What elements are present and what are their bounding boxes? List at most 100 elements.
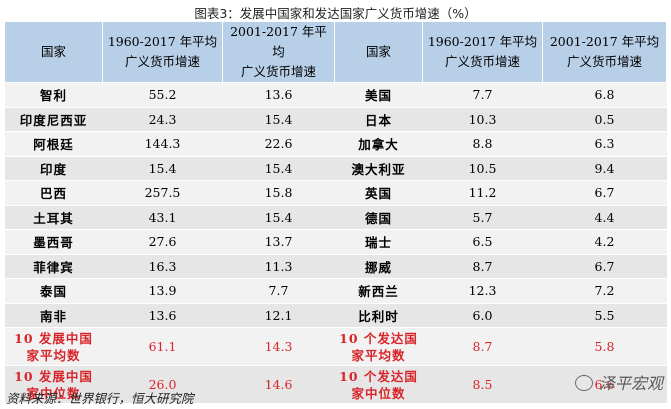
value-cell: 15.4 bbox=[222, 156, 335, 181]
table-row: 墨西哥 27.6 13.7 瑞士 6.5 4.2 bbox=[4, 229, 667, 255]
value-cell: 6.0 bbox=[422, 303, 543, 328]
developed-country: 日本 bbox=[334, 107, 423, 132]
table-row: 巴西 257.5 15.8 英国 11.2 6.7 bbox=[4, 180, 667, 206]
developed-country: 瑞士 bbox=[334, 229, 423, 255]
header-line: 1960-2017 年平均 bbox=[107, 34, 218, 49]
value-cell: 55.2 bbox=[102, 82, 223, 108]
value-cell: 14.6 bbox=[222, 365, 335, 404]
value-cell: 4.4 bbox=[542, 205, 667, 230]
developed-country: 加拿大 bbox=[334, 131, 423, 157]
value-cell: 6.7 bbox=[542, 180, 667, 206]
developed-country: 新西兰 bbox=[334, 278, 423, 304]
developed-country: 德国 bbox=[334, 205, 423, 230]
header-2001-2017-developing: 2001-2017 年平均广义货币增速 bbox=[222, 21, 335, 83]
label-line: 10 个发达国 bbox=[339, 330, 418, 346]
header-line: 广义货币增速 bbox=[240, 64, 316, 79]
table-row: 印度尼西亚 24.3 15.4 日本 10.3 0.5 bbox=[4, 107, 667, 132]
value-cell: 12.3 bbox=[422, 278, 543, 304]
table-caption: 图表3：发展中国家和发达国家广义货币增速（%） bbox=[194, 6, 477, 21]
developed-country: 比利时 bbox=[334, 303, 423, 328]
data-table-container: 国家 1960-2017 年平均 广义货币增速 2001-2017 年平均 广义货币… bbox=[4, 21, 667, 404]
table-row: 阿根廷 144.3 22.6 加拿大 8.8 6.3 bbox=[4, 131, 667, 157]
money-growth-table: 国家 1960-2017 年平均 广义货币增速 2001-2017 年平均 广义货币… bbox=[4, 21, 667, 404]
value-cell: 6.8 bbox=[542, 82, 667, 108]
developing-average-label: 10 发展中国 家平均数 bbox=[4, 327, 103, 366]
header-2001-2017-developed: 2001-2017 年平均 广义货币增速 bbox=[542, 21, 667, 83]
value-cell: 8.8 bbox=[422, 131, 543, 157]
label-line: 家平均数 bbox=[26, 347, 81, 363]
value-cell: 9.4 bbox=[542, 156, 667, 181]
value-cell: 4.2 bbox=[542, 229, 667, 255]
developing-country: 泰国 bbox=[4, 278, 103, 304]
label-line: 家中位数 bbox=[26, 385, 81, 401]
developed-country: 英国 bbox=[334, 180, 423, 206]
value-cell: 7.2 bbox=[542, 278, 667, 304]
value-cell: 8.7 bbox=[422, 254, 543, 279]
table-row: 泰国 13.9 7.7 新西兰 12.3 7.2 bbox=[4, 278, 667, 304]
value-cell: 15.4 bbox=[102, 156, 223, 181]
developing-country: 阿根廷 bbox=[4, 131, 103, 157]
developing-country: 印度 bbox=[4, 156, 103, 181]
developed-country: 挪威 bbox=[334, 254, 423, 279]
table-row: 菲律宾 16.3 11.3 挪威 8.7 6.7 bbox=[4, 254, 667, 279]
header-1960-2017-developing: 1960-2017 年平均 广义货币增速 bbox=[102, 21, 223, 83]
value-cell: 6.7 bbox=[542, 254, 667, 279]
value-cell: 26.0 bbox=[102, 365, 223, 404]
header-line: 2001-2017 年平均 bbox=[230, 24, 327, 59]
developing-country: 智利 bbox=[4, 82, 103, 108]
watermark: 泽平宏观 bbox=[574, 370, 663, 394]
value-cell: 8.5 bbox=[422, 365, 543, 404]
source-note: 资料来源：世界银行，恒大研究院 bbox=[6, 391, 194, 406]
label-line: 10 个发达国 bbox=[339, 368, 418, 384]
value-cell: 10.3 bbox=[422, 107, 543, 132]
value-cell: 8.7 bbox=[422, 327, 543, 366]
value-cell: 16.3 bbox=[102, 254, 223, 279]
developing-country: 墨西哥 bbox=[4, 229, 103, 255]
header-1960-2017-developed: 1960-2017 年平均 广义货币增速 bbox=[422, 21, 543, 83]
summary-row-average: 10 发展中国 家平均数 61.1 14.3 10 个发达国 家平均数 8.7 5.… bbox=[4, 327, 667, 366]
value-cell: 5.7 bbox=[422, 205, 543, 230]
value-cell: 257.5 bbox=[102, 180, 223, 206]
value-cell: 10.5 bbox=[422, 156, 543, 181]
table-row: 印度 15.4 15.4 澳大利亚 10.5 9.4 bbox=[4, 156, 667, 181]
header-line: 广义货币增速 bbox=[566, 54, 642, 69]
header-country-1: 国家 bbox=[4, 21, 103, 83]
header-country-2: 国家 bbox=[334, 21, 423, 83]
table-row: 智利 55.2 13.6 美国 7.7 6.8 bbox=[4, 82, 667, 108]
header-line: 广义货币增速 bbox=[124, 54, 200, 69]
value-cell: 6.3 bbox=[542, 131, 667, 157]
value-cell: 12.1 bbox=[222, 303, 335, 328]
label-line: 10 发展中国 bbox=[14, 368, 93, 384]
watermark-text: 泽平宏观 bbox=[598, 374, 663, 393]
developed-median-label: 10 个发达国 家中位数 bbox=[334, 365, 423, 404]
value-cell: 13.6 bbox=[102, 303, 223, 328]
value-cell: 14.3 bbox=[222, 327, 335, 366]
wechat-icon bbox=[574, 375, 593, 391]
value-cell: 7.7 bbox=[222, 278, 335, 304]
value-cell: 144.3 bbox=[102, 131, 223, 157]
header-line: 2001-2017 年平均 bbox=[549, 34, 660, 49]
label-line: 家平均数 bbox=[351, 347, 406, 363]
value-cell: 7.7 bbox=[422, 82, 543, 108]
value-cell: 15.4 bbox=[222, 205, 335, 230]
developing-country: 土耳其 bbox=[4, 205, 103, 230]
developing-country: 印度尼西亚 bbox=[4, 107, 103, 132]
value-cell: 13.9 bbox=[102, 278, 223, 304]
label-line: 家中位数 bbox=[351, 385, 406, 401]
value-cell: 13.6 bbox=[222, 82, 335, 108]
value-cell: 5.8 bbox=[542, 327, 667, 366]
header-row: 国家 1960-2017 年平均 广义货币增速 2001-2017 年平均 广义货币… bbox=[4, 21, 667, 83]
developed-average-label: 10 个发达国 家平均数 bbox=[334, 327, 423, 366]
value-cell: 15.8 bbox=[222, 180, 335, 206]
value-cell: 5.5 bbox=[542, 303, 667, 328]
value-cell: 11.3 bbox=[222, 254, 335, 279]
table-row: 南非 13.6 12.1 比利时 6.0 5.5 bbox=[4, 303, 667, 328]
value-cell: 13.7 bbox=[222, 229, 335, 255]
summary-row-median: 10 发展中国 家中位数 26.0 14.6 10 个发达国 家中位数 8.5 6.… bbox=[4, 365, 667, 404]
value-cell: 24.3 bbox=[102, 107, 223, 132]
table-row: 土耳其 43.1 15.4 德国 5.7 4.4 bbox=[4, 205, 667, 230]
value-cell: 6.5 bbox=[422, 229, 543, 255]
value-cell: 15.4 bbox=[222, 107, 335, 132]
value-cell: 61.1 bbox=[102, 327, 223, 366]
developed-country: 澳大利亚 bbox=[334, 156, 423, 181]
